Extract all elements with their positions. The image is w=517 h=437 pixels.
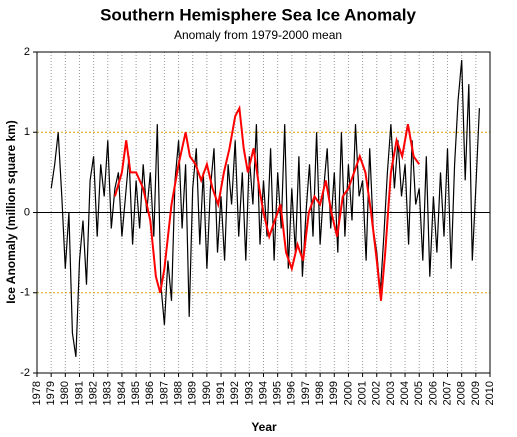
y-tick-label: 0 <box>24 206 30 218</box>
x-tick-label: 1994 <box>257 381 269 405</box>
x-tick-label: 2004 <box>399 381 411 405</box>
x-tick-label: 2009 <box>470 381 482 405</box>
y-tick-label: -1 <box>20 287 30 299</box>
plot-frame <box>36 51 491 374</box>
x-tick-label: 1980 <box>59 381 71 405</box>
x-tick-label: 2003 <box>385 381 397 405</box>
x-tick-label: 1985 <box>130 381 142 405</box>
chart-subtitle: Anomaly from 1979-2000 mean <box>174 28 342 42</box>
x-tick-label: 1987 <box>158 381 170 405</box>
x-tick-label: 1995 <box>272 381 284 405</box>
series-line <box>113 104 421 301</box>
x-tick-label: 1996 <box>286 381 298 405</box>
x-axis-label: Year <box>251 420 277 434</box>
y-tick-label: -2 <box>20 367 30 379</box>
x-tick-label: 2001 <box>357 381 369 405</box>
x-tick-label: 1986 <box>144 381 156 405</box>
x-tick-label: 1997 <box>300 381 312 405</box>
x-tick-label: 2008 <box>456 381 468 405</box>
x-tick-label: 1998 <box>314 381 326 405</box>
x-tick-label: 1981 <box>73 381 85 405</box>
chart-title: Southern Hemisphere Sea Ice Anomaly <box>100 5 416 24</box>
x-tick-label: 1989 <box>187 381 199 405</box>
x-tick-label: 2007 <box>441 381 453 405</box>
x-tick-label: 1984 <box>116 381 128 405</box>
x-tick-label: 1992 <box>229 381 241 405</box>
x-tick-label: 2010 <box>484 381 496 405</box>
x-tick-label: 2000 <box>342 381 354 405</box>
x-tick-label: 2002 <box>371 381 383 405</box>
x-tick-label: 1983 <box>102 381 114 405</box>
x-tick-label: 1990 <box>201 381 213 405</box>
x-tick-label: 2005 <box>413 381 425 405</box>
series-line <box>50 59 480 357</box>
x-tick-label: 2006 <box>427 381 439 405</box>
y-tick-label: 2 <box>24 46 30 58</box>
x-tick-label: 1979 <box>45 381 57 405</box>
x-tick-label: 1988 <box>172 381 184 405</box>
x-tick-label: 1991 <box>215 381 227 405</box>
x-tick-label: 1982 <box>88 381 100 405</box>
y-tick-label: 1 <box>24 126 30 138</box>
x-tick-label: 1993 <box>243 381 255 405</box>
x-tick-label: 1978 <box>31 381 43 405</box>
x-tick-label: 1999 <box>328 381 340 405</box>
y-axis-label: Ice Anomaly (million square km) <box>4 120 18 304</box>
